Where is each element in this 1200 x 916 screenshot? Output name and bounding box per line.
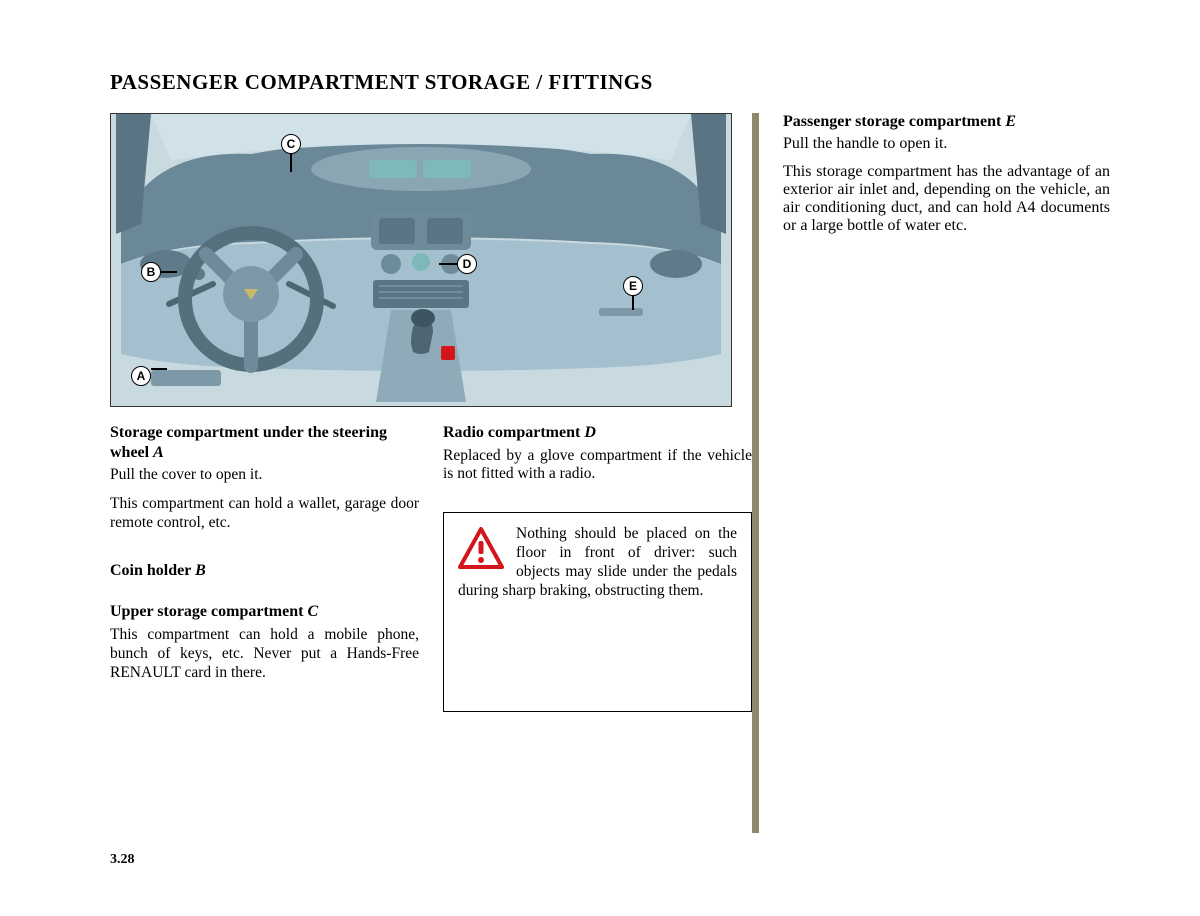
callout-d: D — [457, 254, 477, 274]
section-c-p1: This compartment can hold a mobile phone… — [110, 626, 419, 683]
middle-text-column: Radio compartment D Replaced by a glove … — [443, 423, 752, 712]
page-number: 3.28 — [110, 852, 135, 868]
dashboard-diagram: A B C D E — [110, 113, 732, 407]
vertical-divider — [752, 113, 759, 833]
section-e-p1: Pull the handle to open it. — [783, 135, 1110, 153]
section-d-p1: Replaced by a glove compartment if the v… — [443, 447, 752, 485]
callout-e: E — [623, 276, 643, 296]
section-e-heading: Passenger storage compartment E — [783, 113, 1110, 131]
right-text-column: Passenger storage compartment E Pull the… — [759, 113, 1110, 833]
section-b-heading: Coin holder B — [110, 561, 419, 581]
section-a-heading: Storage compartment under the steering w… — [110, 423, 419, 462]
callout-a: A — [131, 366, 151, 386]
page-title: PASSENGER COMPARTMENT STORAGE / FITTINGS — [110, 70, 1110, 95]
warning-icon — [458, 527, 504, 569]
section-d-heading: Radio compartment D — [443, 423, 752, 443]
section-e-p2: This storage compartment has the advanta… — [783, 163, 1110, 235]
callout-c: C — [281, 134, 301, 154]
warning-box: Nothing should be placed on the floor in… — [443, 512, 752, 712]
section-a-p1: Pull the cover to open it. — [110, 466, 419, 485]
section-c-heading: Upper storage compartment C — [110, 602, 419, 622]
section-a-p2: This compartment can hold a wallet, gara… — [110, 495, 419, 533]
dashboard-svg — [111, 114, 731, 406]
callout-b: B — [141, 262, 161, 282]
left-text-column: Storage compartment under the steering w… — [110, 423, 419, 712]
